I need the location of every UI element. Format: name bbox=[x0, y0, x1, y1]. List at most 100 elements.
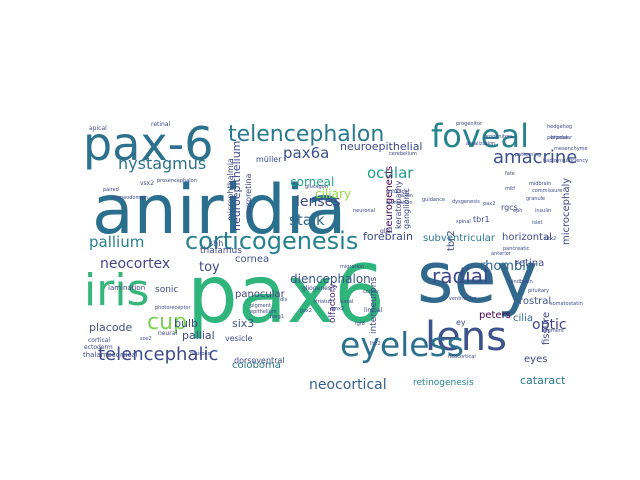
word-109: fate bbox=[505, 171, 515, 177]
word-113: migration bbox=[340, 264, 364, 270]
word-97: commissure bbox=[532, 188, 562, 194]
word-57: ganglionic bbox=[402, 188, 411, 229]
word-101: anterior bbox=[491, 251, 512, 257]
word-8: telencephalon bbox=[228, 122, 384, 147]
word-20: ocular bbox=[367, 164, 414, 182]
word-76: vsx2 bbox=[140, 180, 154, 187]
word-103: dysgenesis bbox=[452, 199, 480, 205]
word-62: thalamocortical bbox=[83, 351, 138, 359]
word-75: glucagon bbox=[305, 184, 328, 190]
word-24: diencephalon bbox=[290, 272, 371, 286]
word-7: eyeless bbox=[340, 325, 464, 364]
word-115: neocortical bbox=[448, 354, 476, 360]
word-36: microcephaly bbox=[561, 178, 572, 245]
word-104: haploinsufficiency bbox=[543, 158, 588, 164]
word-19: corneal bbox=[290, 175, 334, 189]
word-49: olfactory bbox=[328, 283, 338, 323]
word-51: fissure bbox=[541, 312, 552, 345]
word-61: vesicle bbox=[225, 334, 253, 343]
word-85: pancreatic bbox=[503, 246, 530, 252]
word-54: shh bbox=[209, 239, 223, 248]
word-15: neocortical bbox=[309, 377, 387, 393]
word-68: retinal bbox=[151, 121, 171, 128]
word-40: six3 bbox=[232, 317, 254, 330]
word-48: tbr2 bbox=[446, 230, 457, 251]
word-47: cilia bbox=[513, 313, 533, 324]
word-130: neurons bbox=[190, 351, 211, 357]
word-9: corticogenesis bbox=[185, 227, 358, 255]
word-69: glial bbox=[380, 228, 393, 235]
word-33: horizontal bbox=[502, 232, 552, 243]
word-88: somatostatin bbox=[550, 301, 583, 307]
word-80: neuronal bbox=[353, 208, 375, 214]
word-81: ventricular bbox=[449, 296, 477, 302]
word-37: neurogenesis bbox=[384, 166, 395, 233]
word-44: pallial bbox=[182, 329, 215, 342]
word-71: neural bbox=[158, 330, 177, 337]
word-16: neocortex bbox=[100, 256, 170, 272]
word-91: granule bbox=[526, 196, 545, 202]
word-70: cortical bbox=[88, 337, 110, 344]
word-82: pax2 bbox=[483, 201, 495, 207]
word-129: apical bbox=[89, 125, 107, 132]
word-34: subventricular bbox=[423, 233, 496, 244]
word-50: interneurons bbox=[369, 277, 379, 334]
word-72: limbal bbox=[364, 307, 383, 314]
word-96: guidance bbox=[422, 197, 445, 203]
word-13: telencephalic bbox=[98, 344, 218, 365]
word-14: radial bbox=[432, 264, 489, 288]
word-27: cataract bbox=[520, 374, 566, 387]
word-18: pax6a bbox=[283, 144, 329, 162]
word-67: ey bbox=[456, 318, 466, 327]
word-10: nystagmus bbox=[118, 154, 206, 173]
word-4: foveal bbox=[431, 117, 529, 155]
word-128: basal bbox=[340, 299, 353, 305]
word-60: dorsoventral bbox=[234, 356, 285, 365]
word-55: thalamus bbox=[200, 246, 242, 256]
word-90: cerebellum bbox=[389, 151, 417, 157]
word-21: lenses bbox=[296, 194, 341, 210]
word-92: hindbrain bbox=[509, 279, 533, 285]
word-35: neuroepithelium bbox=[230, 141, 243, 231]
word-122: emx2 bbox=[330, 306, 344, 312]
word-23: stalk bbox=[289, 211, 325, 229]
word-39: toy bbox=[199, 260, 220, 275]
word-38: rostral bbox=[519, 296, 551, 307]
word-59: rgcs bbox=[501, 203, 518, 212]
word-28: rhombic bbox=[480, 259, 533, 274]
word-25: optic bbox=[532, 317, 567, 333]
word-114: cortex bbox=[363, 289, 379, 295]
word-94: spinal bbox=[456, 219, 471, 225]
word-124: lhx2 bbox=[370, 341, 381, 347]
word-3: pax-6 bbox=[83, 117, 213, 171]
word-32: panocular bbox=[235, 289, 286, 300]
word-5: iris bbox=[84, 265, 149, 316]
word-100: periocular bbox=[547, 135, 573, 141]
word-110: arealization bbox=[466, 141, 495, 147]
word-99: mesenchyme bbox=[554, 146, 588, 152]
word-17: pallium bbox=[89, 233, 144, 251]
word-83: mitf bbox=[505, 186, 515, 192]
word-127: striatum bbox=[313, 299, 334, 305]
word-79: sox2 bbox=[140, 336, 152, 342]
word-64: microphthalmia bbox=[226, 158, 235, 221]
word-2: sey bbox=[417, 237, 538, 319]
word-118: photoreceptor bbox=[155, 305, 191, 311]
word-63: lamination bbox=[108, 284, 145, 292]
word-46: cornea bbox=[235, 254, 269, 265]
word-106: homeodomain bbox=[112, 195, 148, 201]
word-45: eyes bbox=[524, 354, 547, 365]
word-125: dlx bbox=[280, 297, 288, 303]
word-119: pigment bbox=[250, 303, 271, 309]
word-87: insulin bbox=[535, 208, 551, 214]
word-98: hedgehog bbox=[547, 124, 572, 130]
word-56: keratopathy bbox=[394, 180, 403, 229]
word-86: islet bbox=[532, 220, 542, 226]
word-111: patterning bbox=[515, 152, 541, 158]
word-105: paired bbox=[103, 187, 119, 193]
word-53: sonic bbox=[155, 285, 178, 295]
word-89: pituitary bbox=[528, 288, 549, 294]
word-52: retina bbox=[515, 258, 544, 269]
